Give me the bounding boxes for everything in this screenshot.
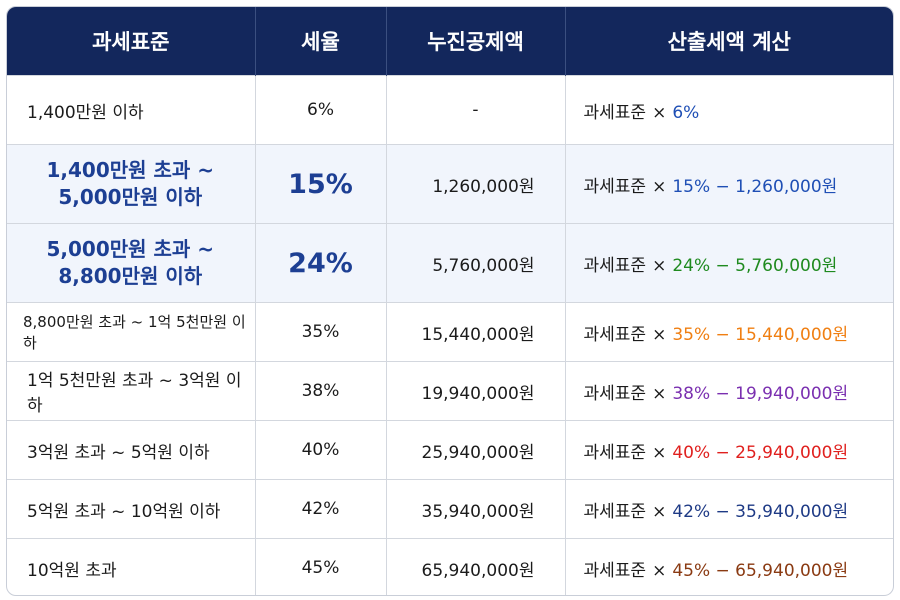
row-range: 3억원 초과 ~ 5억원 이하: [7, 420, 256, 480]
row-range: 1,400만원 이하: [7, 75, 256, 145]
calc-expression: 15% − 1,260,000원: [672, 176, 838, 197]
row-range: 10억원 초과: [7, 538, 256, 595]
calc-expression: 38% − 19,940,000원: [672, 383, 849, 404]
calc-base: 과세표준: [583, 501, 647, 522]
row-calculation: 과세표준 × 15% − 1,260,000원: [565, 144, 893, 224]
calc-base: 과세표준: [583, 176, 647, 197]
table-row-highlighted: 1,400만원 초과 ~ 5,000만원 이하 15% 1,260,000원 과세…: [7, 144, 893, 224]
range-line-2: 8,800만원 이하: [58, 264, 203, 288]
range-line-1: 1,400만원 초과 ~: [46, 158, 215, 182]
table-header-row: 과세표준 세율 누진공제액 산출세액 계산: [7, 7, 893, 76]
row-rate: 6%: [255, 75, 387, 145]
row-rate: 38%: [255, 361, 387, 421]
table-row: 3억원 초과 ~ 5억원 이하 40% 25,940,000원 과세표준 × 40%…: [7, 420, 893, 480]
row-calculation: 과세표준 × 40% − 25,940,000원: [565, 420, 893, 480]
calc-expression: 6%: [672, 102, 700, 123]
row-deduction: 19,940,000원: [386, 361, 566, 421]
row-rate: 42%: [255, 479, 387, 539]
row-rate: 24%: [255, 223, 387, 303]
range-line-2: 5,000만원 이하: [58, 185, 203, 209]
row-deduction: 35,940,000원: [386, 479, 566, 539]
calc-expression: 24% − 5,760,000원: [672, 255, 838, 276]
table-row: 8,800만원 초과 ~ 1억 5천만원 이하 35% 15,440,000원 …: [7, 302, 893, 362]
calc-times: ×: [652, 560, 667, 581]
calc-base: 과세표준: [583, 383, 647, 404]
tax-rate-table-card: 과세표준 세율 누진공제액 산출세액 계산 1,400만원 이하 6% - 과세…: [6, 6, 894, 596]
calc-base: 과세표준: [583, 255, 647, 276]
row-calculation: 과세표준 × 6%: [565, 75, 893, 145]
calc-times: ×: [652, 501, 667, 522]
row-rate: 35%: [255, 302, 387, 362]
header-calculation: 산출세액 계산: [565, 7, 893, 76]
row-calculation: 과세표준 × 24% − 5,760,000원: [565, 223, 893, 303]
row-deduction: 15,440,000원: [386, 302, 566, 362]
calc-expression: 45% − 65,940,000원: [672, 560, 849, 581]
calc-expression: 35% − 15,440,000원: [672, 324, 849, 345]
row-rate: 40%: [255, 420, 387, 480]
row-range: 5,000만원 초과 ~ 8,800만원 이하: [7, 223, 256, 303]
row-deduction: 5,760,000원: [386, 223, 566, 303]
table-row: 10억원 초과 45% 65,940,000원 과세표준 × 45% − 65,94…: [7, 538, 893, 595]
calc-times: ×: [652, 176, 667, 197]
tax-rate-table: 과세표준 세율 누진공제액 산출세액 계산 1,400만원 이하 6% - 과세…: [7, 7, 893, 595]
calc-expression: 40% − 25,940,000원: [672, 442, 849, 463]
row-deduction: 1,260,000원: [386, 144, 566, 224]
calc-times: ×: [652, 102, 667, 123]
header-tax-rate: 세율: [255, 7, 387, 76]
header-tax-base: 과세표준: [7, 7, 256, 76]
calc-base: 과세표준: [583, 442, 647, 463]
row-calculation: 과세표준 × 38% − 19,940,000원: [565, 361, 893, 421]
table-row: 1,400만원 이하 6% - 과세표준 × 6%: [7, 75, 893, 145]
row-range: 1억 5천만원 초과 ~ 3억원 이하: [7, 361, 256, 421]
calc-base: 과세표준: [583, 560, 647, 581]
calc-expression: 42% − 35,940,000원: [672, 501, 849, 522]
row-deduction: 65,940,000원: [386, 538, 566, 595]
calc-times: ×: [652, 442, 667, 463]
row-range: 1,400만원 초과 ~ 5,000만원 이하: [7, 144, 256, 224]
row-rate: 15%: [255, 144, 387, 224]
table-row: 5억원 초과 ~ 10억원 이하 42% 35,940,000원 과세표준 × 42…: [7, 479, 893, 539]
row-rate: 45%: [255, 538, 387, 595]
row-range: 5억원 초과 ~ 10억원 이하: [7, 479, 256, 539]
calc-base: 과세표준: [583, 324, 647, 345]
table-row: 1억 5천만원 초과 ~ 3억원 이하 38% 19,940,000원 과세표준…: [7, 361, 893, 421]
row-calculation: 과세표준 × 45% − 65,940,000원: [565, 538, 893, 595]
row-deduction: -: [386, 75, 566, 145]
calc-times: ×: [652, 383, 667, 404]
row-calculation: 과세표준 × 35% − 15,440,000원: [565, 302, 893, 362]
calc-base: 과세표준: [583, 102, 647, 123]
row-deduction: 25,940,000원: [386, 420, 566, 480]
row-calculation: 과세표준 × 42% − 35,940,000원: [565, 479, 893, 539]
row-range: 8,800만원 초과 ~ 1억 5천만원 이하: [7, 302, 256, 362]
calc-times: ×: [652, 324, 667, 345]
range-line-1: 5,000만원 초과 ~: [46, 237, 215, 261]
table-row-highlighted: 5,000만원 초과 ~ 8,800만원 이하 24% 5,760,000원 과세…: [7, 223, 893, 303]
header-deduction: 누진공제액: [386, 7, 566, 76]
calc-times: ×: [652, 255, 667, 276]
